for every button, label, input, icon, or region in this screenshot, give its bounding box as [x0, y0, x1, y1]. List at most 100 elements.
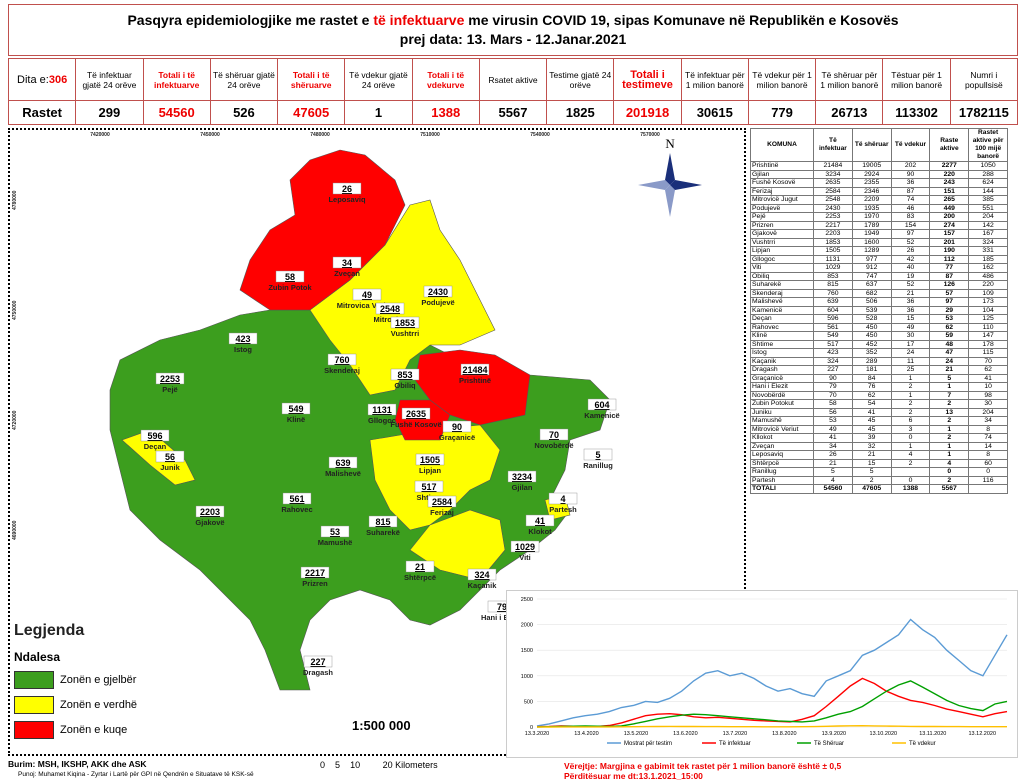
coord-x-label: 7570000 [640, 132, 660, 138]
municipality-value: 58 [285, 272, 295, 282]
municipality-value: 2430 [428, 287, 448, 297]
table-row: Shtime 517 452 17 48 178 [750, 339, 1008, 349]
table-cell: 162 [968, 263, 1008, 273]
table-cell: 2924 [851, 169, 892, 179]
trend-line-chart: 0 500 1000 1500 2000 2500 13.3.2020 13.4.2020 13… [506, 590, 1018, 758]
table-row: Deçan 596 528 15 53 125 [750, 314, 1008, 324]
table-total-cell: 47605 [851, 484, 892, 494]
legend-label: Zonën e gjelbër [60, 674, 137, 686]
table-cell: 1131 [813, 254, 853, 264]
table-cell: Partesh [750, 475, 814, 485]
municipality-value: 53 [330, 527, 340, 537]
map-frame: 7420000 7450000 7480000 7510000 7540000 75700… [8, 128, 746, 756]
municipality-name: Dragash [303, 668, 333, 677]
table-cell: 21 [813, 458, 853, 468]
legend-title: Legjenda [14, 622, 85, 639]
table-cell: 2548 [813, 195, 853, 205]
table-cell: 144 [968, 186, 1008, 196]
table-cell: 77 [929, 263, 970, 273]
stat-value-9: 30615 [680, 100, 749, 125]
municipality-value-box [140, 429, 170, 442]
km-label: 20 Kilometers [382, 760, 438, 770]
table-cell: 1 [890, 373, 931, 383]
municipality-name: Mamushë [318, 538, 353, 547]
north-label: N [665, 136, 675, 151]
title-part2: me virusin COVID 19, sipas Komunave në R… [464, 12, 899, 28]
table-cell: Ferizaj [750, 186, 814, 196]
table-cell: 41 [813, 433, 853, 443]
table-cell: Mitrovicë Jugut [750, 195, 814, 205]
table-cell: 331 [968, 246, 1008, 256]
municipality-value: 1505 [420, 455, 440, 465]
table-cell: Shtërpcë [750, 458, 814, 468]
table-cell: 561 [813, 322, 853, 332]
table-cell: 0 [890, 433, 931, 443]
table-cell: 53 [929, 314, 970, 324]
table-cell: 7 [929, 390, 970, 400]
municipality-value-box [155, 450, 185, 463]
table-row: Istog 423 352 24 47 115 [750, 348, 1008, 358]
table-cell: Leposaviq [750, 450, 814, 460]
table-cell: 48 [929, 339, 970, 349]
table-header-3: Të vdekur [890, 128, 931, 162]
coord-x-label: 7510000 [420, 132, 440, 138]
table-row: Hani i Elezit 79 76 2 1 10 [750, 382, 1008, 392]
table-cell: 227 [813, 365, 853, 375]
table-cell: 288 [968, 169, 1008, 179]
stat-header-13: Numri i popullsisë [949, 58, 1019, 101]
table-cell: 486 [968, 271, 1008, 281]
table-cell: 115 [968, 348, 1008, 358]
table-cell: 173 [968, 297, 1008, 307]
chart-legend-label: Mostrat për testim [624, 741, 672, 747]
table-cell: 0 [890, 475, 931, 485]
coord-y-label: 4690000 [12, 520, 18, 540]
table-cell: 8 [968, 424, 1008, 434]
table-cell: 84 [851, 373, 892, 383]
municipality-name: Rahovec [281, 505, 312, 514]
table-row: Podujevë 2430 1935 46 449 551 [750, 203, 1008, 213]
stat-header-2: Të shëruar gjatë 24 orëve [209, 58, 279, 101]
table-cell: 45 [851, 416, 892, 426]
municipality-value: 4 [560, 494, 565, 504]
municipality-name: Zveçan [334, 269, 360, 278]
table-cell: 74 [968, 433, 1008, 443]
municipality-value: 2548 [380, 304, 400, 314]
municipality-value-box [525, 514, 555, 527]
legend-swatch [14, 671, 54, 689]
table-cell: Mamushë [750, 416, 814, 426]
municipality-value-box [583, 448, 613, 461]
table-cell: 74 [890, 195, 931, 205]
table-row: Lipjan 1505 1289 26 190 331 [750, 246, 1008, 256]
table-cell: 70 [813, 390, 853, 400]
table-cell: Gjakovë [750, 229, 814, 239]
table-cell: 126 [929, 280, 970, 290]
municipality-value: 517 [421, 482, 436, 492]
table-cell: 26 [813, 450, 853, 460]
table-cell: 87 [890, 186, 931, 196]
table-cell: Graçanicë [750, 373, 814, 383]
coord-x-label: 7480000 [310, 132, 330, 138]
municipality-value-box [303, 655, 333, 668]
table-cell: 4 [813, 475, 853, 485]
table-cell: 15 [890, 314, 931, 324]
table-cell: 30 [890, 331, 931, 341]
municipality-name: Junik [160, 463, 180, 472]
title-part1: Pasqyra epidemiologjike me rastet e [127, 12, 374, 28]
table-cell: 760 [813, 288, 853, 298]
municipality-value-box [352, 288, 382, 301]
table-row: Vushtrri 1853 1600 52 201 324 [750, 237, 1008, 247]
table-cell: 549 [813, 331, 853, 341]
legend-item: Zonën e gjelbër [14, 671, 174, 689]
table-cell: 506 [851, 297, 892, 307]
table-cell: Kaçanik [750, 356, 814, 366]
zone-red-prishtina [414, 349, 531, 426]
table-cell: 604 [813, 305, 853, 315]
note-text: Vërejtje: Margjina e gabimit tek rastet … [564, 761, 841, 781]
municipality-value-box [320, 525, 350, 538]
municipality-value-box [539, 428, 569, 441]
municipality-value-box [401, 407, 431, 420]
table-cell: 116 [968, 475, 1008, 485]
table-cell: 45 [851, 424, 892, 434]
chart-x-tick: 13.6.2020 [673, 731, 697, 737]
table-cell: 110 [968, 322, 1008, 332]
